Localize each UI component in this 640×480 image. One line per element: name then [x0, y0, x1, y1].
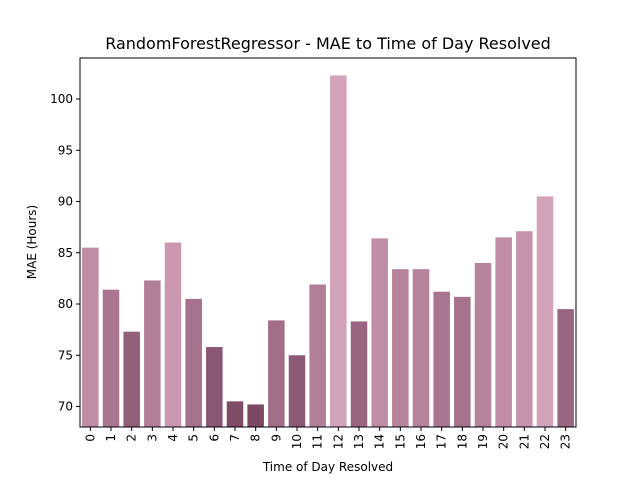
y-tick-label: 75 — [58, 348, 73, 362]
x-ticks: 0 1 2 3 4 5 6 7 8 9 10 11 12 13 14 15 16 17 18 19 20 21 22 23 — [83, 427, 573, 449]
bar-hour-22 — [536, 196, 554, 428]
bar-hour-17 — [433, 291, 450, 427]
x-tick-label: 16 — [414, 434, 428, 449]
x-tick-label: 17 — [435, 434, 449, 449]
y-tick-label: 70 — [58, 400, 73, 414]
y-axis-label: MAE (Hours) — [25, 205, 39, 279]
x-tick-label: 13 — [352, 434, 366, 449]
bar-hour-3 — [144, 280, 161, 427]
x-tick-label: 12 — [331, 434, 345, 449]
bar-hour-23 — [557, 309, 574, 428]
x-axis-label: Time of Day Resolved — [262, 460, 393, 474]
bar-hour-9 — [268, 320, 285, 427]
x-tick-label: 20 — [497, 434, 511, 449]
x-tick-label: 19 — [476, 434, 490, 449]
x-tick-label: 0 — [83, 434, 97, 442]
x-tick-label: 9 — [269, 434, 283, 442]
bar-hour-20 — [495, 237, 512, 427]
bar-hour-7 — [226, 401, 244, 428]
x-tick-label: 6 — [207, 434, 221, 442]
x-tick-label: 15 — [393, 434, 407, 449]
x-tick-label: 3 — [145, 434, 159, 442]
x-tick-label: 2 — [125, 434, 139, 442]
x-tick-label: 4 — [166, 434, 180, 442]
bar-hour-5 — [185, 298, 202, 428]
y-tick-label: 100 — [50, 92, 73, 106]
x-tick-label: 14 — [373, 434, 387, 449]
y-tick-label: 80 — [58, 297, 73, 311]
bar-hour-6 — [206, 347, 223, 427]
bar-hour-11 — [309, 284, 326, 427]
x-tick-label: 7 — [228, 434, 242, 442]
x-tick-label: 1 — [104, 434, 118, 442]
bar-hour-12 — [330, 75, 347, 428]
plot-frame — [79, 57, 577, 428]
x-tick-label: 10 — [290, 434, 304, 449]
bar-hour-4 — [164, 242, 182, 427]
bar-hour-2 — [123, 331, 140, 427]
y-tick-label: 85 — [58, 246, 73, 260]
bar-hour-14 — [371, 238, 388, 427]
x-tick-label: 22 — [538, 434, 552, 449]
x-tick-label: 5 — [187, 434, 201, 442]
x-tick-label: 21 — [517, 434, 531, 449]
bar-hour-16 — [412, 269, 430, 427]
bar-hour-19 — [474, 263, 492, 427]
bar-hour-1 — [102, 289, 120, 427]
chart-title: RandomForestRegressor - MAE to Time of D… — [105, 34, 551, 53]
bar-hour-18 — [454, 296, 471, 427]
bar-hour-0 — [82, 247, 99, 428]
bar-hour-10 — [288, 355, 306, 427]
x-tick-label: 8 — [249, 434, 263, 442]
y-ticks: 70 75 80 85 90 95 100 — [50, 92, 80, 414]
x-tick-label: 11 — [311, 434, 325, 449]
bar-hour-15 — [392, 269, 409, 427]
bar-hour-21 — [516, 231, 533, 427]
x-tick-label: 23 — [559, 434, 573, 449]
y-tick-label: 95 — [58, 143, 73, 157]
bars-group — [82, 75, 574, 428]
bar-hour-8 — [247, 404, 264, 427]
bar-hour-13 — [350, 321, 368, 427]
x-tick-label: 18 — [455, 434, 469, 449]
y-tick-label: 90 — [58, 195, 73, 209]
